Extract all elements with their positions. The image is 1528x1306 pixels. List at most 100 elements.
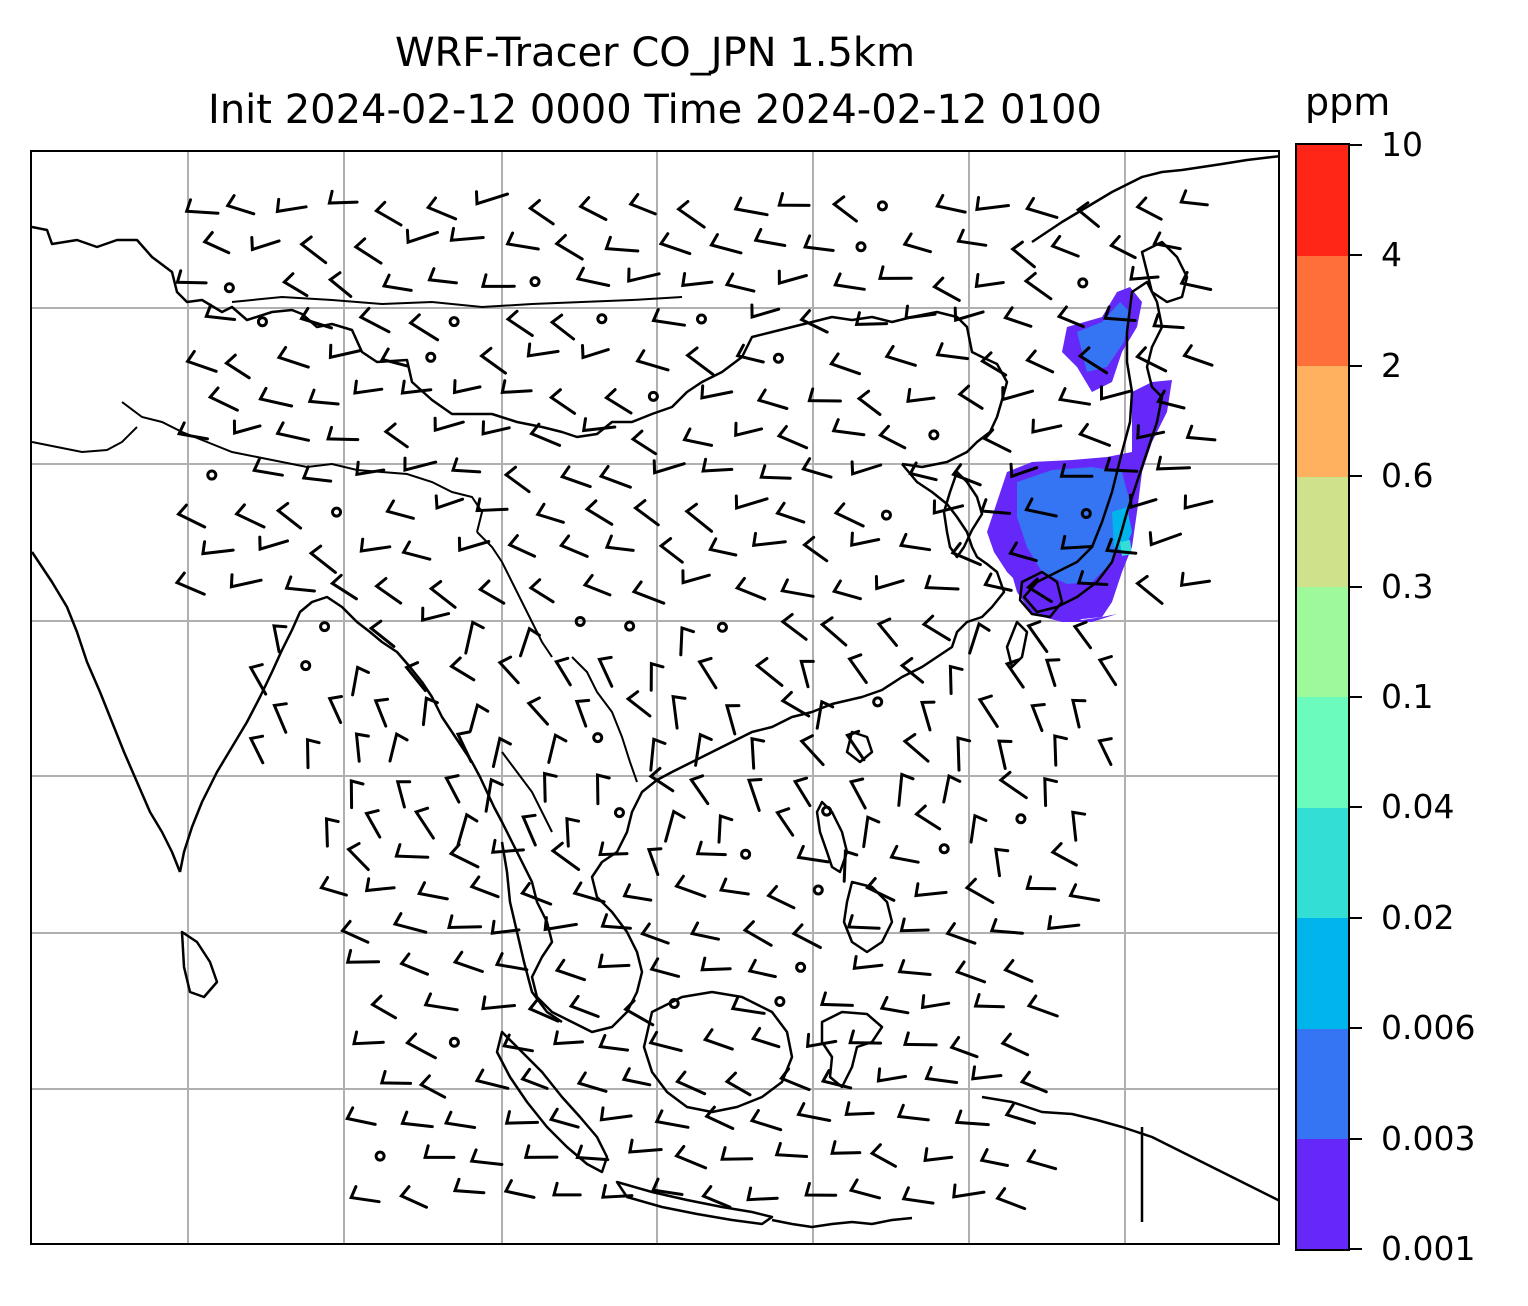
wind-barb bbox=[802, 535, 829, 563]
wind-barb bbox=[777, 192, 811, 207]
wind-barb bbox=[627, 267, 661, 283]
colorbar-tick-label: 0.1 bbox=[1381, 677, 1434, 716]
wind-barb bbox=[373, 697, 390, 728]
wind-barb bbox=[908, 461, 938, 482]
wind-barb bbox=[977, 694, 999, 728]
wind-barb bbox=[649, 957, 681, 978]
wind-barb bbox=[903, 1031, 938, 1047]
wind-barb bbox=[701, 1185, 732, 1209]
colorbar-tick bbox=[1350, 585, 1362, 588]
wind-barb bbox=[248, 734, 265, 765]
wind-barb-calm bbox=[1077, 277, 1089, 289]
wind-barb bbox=[400, 379, 433, 395]
wind-barb bbox=[503, 1179, 536, 1199]
wind-barb bbox=[598, 465, 632, 489]
colorbar-tick-label: 4 bbox=[1381, 235, 1402, 275]
colorbar-tick bbox=[1350, 1248, 1362, 1250]
wind-barb bbox=[747, 958, 777, 979]
wind-barb bbox=[648, 766, 675, 793]
wind-barb bbox=[701, 457, 734, 473]
wind-barb bbox=[684, 502, 714, 533]
wind-barb bbox=[526, 696, 549, 726]
coastline-korea bbox=[942, 470, 984, 559]
wind-barb bbox=[575, 266, 611, 287]
wind-barb bbox=[1075, 201, 1100, 228]
wind-barb bbox=[433, 416, 465, 433]
wind-barb bbox=[1059, 463, 1094, 478]
wind-barb bbox=[971, 1065, 1003, 1081]
wind-barb-calm bbox=[647, 390, 659, 402]
wind-barb bbox=[597, 655, 614, 688]
wind-barb bbox=[775, 807, 795, 837]
wind-barb bbox=[1056, 305, 1085, 328]
wind-barb-calm bbox=[772, 352, 784, 364]
wind-barb bbox=[623, 999, 655, 1027]
wind-barb bbox=[549, 313, 576, 341]
wind-barb bbox=[352, 1030, 385, 1046]
wind-barb bbox=[494, 952, 529, 972]
wind-barb-calm bbox=[855, 241, 867, 253]
wind-barb bbox=[448, 843, 480, 869]
border-mongolia bbox=[231, 295, 683, 309]
colorbar-segment bbox=[1297, 917, 1348, 1029]
wind-barb bbox=[815, 699, 835, 730]
wind-barb bbox=[176, 421, 209, 441]
wind-barb bbox=[399, 952, 429, 976]
wind-barb bbox=[688, 774, 710, 806]
wind-barb bbox=[979, 1148, 1009, 1167]
wind-barb bbox=[753, 227, 787, 247]
wind-barb bbox=[648, 1030, 683, 1053]
wind-barb-calm bbox=[300, 660, 312, 672]
colorbar-tick bbox=[1350, 1137, 1362, 1140]
wind-barb bbox=[750, 303, 781, 319]
wind-barb bbox=[345, 1106, 377, 1126]
wind-barb-calm bbox=[1015, 813, 1027, 825]
wind-barb bbox=[920, 994, 951, 1010]
wind-barb bbox=[223, 353, 251, 380]
wind-barb bbox=[674, 874, 707, 898]
wind-barb-calm bbox=[596, 313, 608, 325]
wind-barb-calm bbox=[795, 961, 807, 973]
wind-barb bbox=[548, 1107, 580, 1129]
wind-barb bbox=[766, 885, 796, 910]
wind-barb bbox=[1026, 620, 1049, 653]
wind-barb bbox=[299, 235, 328, 265]
wind-barb bbox=[475, 190, 509, 206]
wind-barb bbox=[831, 195, 858, 223]
wind-barb bbox=[780, 578, 815, 598]
wind-barb bbox=[646, 847, 663, 876]
wind-barb bbox=[801, 457, 833, 479]
wind-barb bbox=[374, 577, 403, 605]
colorbar bbox=[1295, 143, 1350, 1251]
wind-barb bbox=[902, 733, 930, 763]
wind-barb bbox=[359, 537, 392, 553]
wind-barb bbox=[1025, 875, 1057, 891]
coastline-new-guinea bbox=[981, 1095, 1278, 1202]
wind-barb bbox=[954, 960, 987, 984]
coastline-china-east bbox=[656, 463, 1006, 782]
wind-barb-calm bbox=[529, 276, 541, 288]
wind-barb bbox=[598, 841, 629, 857]
wind-barb bbox=[185, 349, 218, 373]
wind-barb bbox=[349, 778, 365, 810]
wind-barb bbox=[547, 732, 568, 764]
wind-barb bbox=[1009, 462, 1039, 479]
wind-barb bbox=[805, 1032, 838, 1049]
wind-barb bbox=[250, 236, 281, 252]
wind-barb bbox=[742, 920, 773, 947]
wind-barb bbox=[799, 309, 829, 334]
wind-barb bbox=[207, 386, 239, 412]
wind-barb bbox=[921, 614, 951, 642]
wind-barb bbox=[864, 877, 896, 902]
wind-barb bbox=[327, 271, 353, 298]
colorbar-tick-label: 0.3 bbox=[1381, 566, 1434, 606]
wind-barb bbox=[994, 847, 1010, 878]
wind-barb bbox=[353, 379, 384, 395]
wind-barb-calm bbox=[812, 884, 824, 896]
wind-barb bbox=[1031, 418, 1063, 434]
coastlines bbox=[32, 155, 1278, 1229]
coastline-bay-of-bengal bbox=[178, 595, 411, 873]
wind-barb bbox=[1071, 810, 1087, 842]
border-laos-vietnam bbox=[571, 656, 638, 783]
wind-barb bbox=[750, 736, 766, 770]
